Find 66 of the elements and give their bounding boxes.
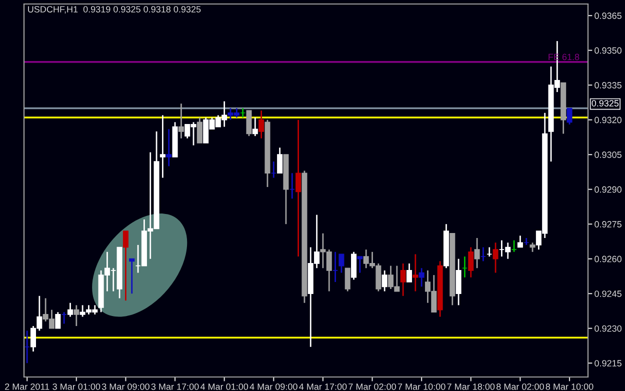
candlestick [351,251,357,280]
candlestick [24,330,30,364]
x-tick-label: 4 Mar 09:00 [250,383,298,390]
candlestick [474,237,480,269]
candlestick [566,108,572,126]
chart-title: USDCHF,H1 0.9319 0.9325 0.9318 0.9325 [28,6,201,14]
candlestick [55,311,61,330]
x-tick-label: 3 Mar 01:00 [52,383,100,390]
x-tick-label: 7 Mar 02:00 [348,383,396,390]
x-tick-label: 2 Mar 2011 [5,383,50,390]
candlestick [252,116,258,137]
y-tick-label: 0.9320 [594,116,622,124]
candlestick [289,172,295,200]
y-tick-label: 0.9230 [594,325,622,332]
candlestick [246,110,252,137]
y-tick-label: 0.9290 [594,186,622,193]
candlestick [277,146,283,174]
candlestick [196,116,202,144]
y-tick-label: 0.9305 [594,152,622,158]
x-tick-label: 3 Mar 09:00 [102,383,150,390]
x-tick-label: 7 Mar 18:00 [447,383,495,390]
candlestick [61,311,67,324]
candlestick [166,128,172,167]
candlestick [412,254,418,292]
candlestick [462,256,468,278]
y-tick-label: 0.9350 [594,47,622,54]
candlestick [296,119,302,258]
y-tick-label: 0.9215 [594,360,622,366]
x-tick-label: 4 Mar 01:00 [200,383,248,390]
candlestick [357,256,363,274]
candlestick [486,246,492,258]
candlestick [418,267,424,288]
candlestick [517,234,523,248]
y-tick-label: 0.9260 [594,256,622,262]
candlestick [492,242,498,274]
candlestick [270,160,276,178]
y-tick-label: 0.9245 [594,290,622,297]
candlestick [178,102,184,140]
x-tick-label: 4 Mar 17:00 [299,383,347,390]
candlestick [160,114,166,178]
candlestick [240,108,246,118]
ref-line-label: 0.9325 [592,100,619,106]
x-tick-label: 3 Mar 17:00 [151,383,199,390]
candlestick [332,251,338,283]
candlestick [338,254,344,274]
y-tick-label: 0.9365 [594,12,622,19]
candlestick [382,270,388,292]
candlestick [524,237,530,246]
candlestick [456,258,462,306]
candlestick [258,110,264,140]
y-tick-label: 0.9275 [594,221,622,228]
x-tick-label: 7 Mar 10:00 [398,383,446,390]
candlestick [400,262,406,297]
x-tick-label: 8 Mar 02:00 [496,383,544,390]
candlestick [344,267,350,292]
candlestick [129,258,135,294]
candlestick [67,302,73,318]
candlestick [468,246,474,278]
candlestick [122,230,128,302]
candlestick [74,304,80,327]
x-tick-label: 8 Mar 10:00 [546,383,594,390]
candlestick [511,240,517,253]
candlestick [480,246,486,262]
candlestick [530,242,536,253]
candlestick [406,262,412,283]
y-tick-label: 0.9335 [594,82,622,88]
